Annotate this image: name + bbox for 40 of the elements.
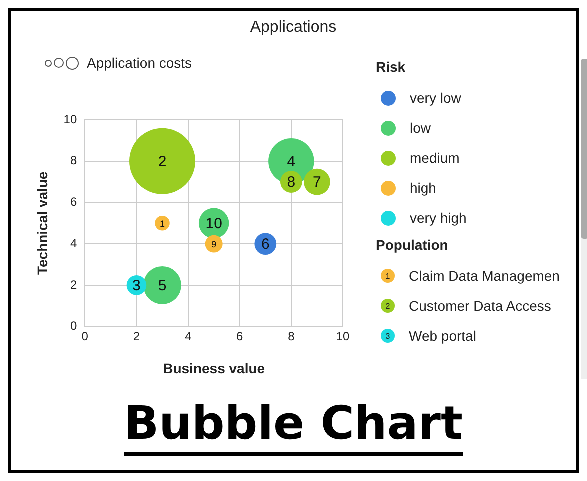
x-axis-title: Business value: [163, 360, 266, 376]
annotation: 10: [206, 216, 222, 233]
legend-label: very high: [410, 210, 467, 226]
y-tick-label: 0: [70, 319, 78, 334]
text: Population: [376, 237, 450, 253]
y-axis-title: Technical value: [34, 172, 50, 276]
legend-label: high: [410, 180, 436, 196]
text: Bubble Chart: [124, 396, 463, 456]
annotation: 3: [132, 278, 141, 295]
text: Web portal: [409, 328, 476, 344]
numbered-circle-icon: 2: [381, 299, 395, 313]
annotation: 8: [287, 174, 296, 192]
y-tick-label: 4: [70, 236, 78, 250]
y-tick-label: 8: [70, 154, 78, 168]
x-tick-label: 0: [82, 329, 89, 344]
x-tick-label: 6: [236, 329, 244, 344]
x-tick-label: 8: [288, 329, 296, 344]
x-tick-label: 4: [184, 329, 192, 344]
annotation: 7: [313, 174, 322, 192]
annotation: 5: [158, 278, 167, 295]
x-tick-label: 2: [133, 329, 140, 344]
annotation: 6: [261, 236, 270, 254]
y-tick-label: 2: [70, 278, 78, 292]
annotation: 4: [287, 154, 296, 170]
legend-title: Risk: [376, 59, 407, 75]
text: Customer Data Access: [409, 298, 552, 314]
text: Application costs: [87, 55, 192, 71]
annotation: 9: [212, 240, 217, 250]
x-tick-label: 10: [336, 329, 350, 344]
legend-label: medium: [410, 150, 460, 166]
legend-label: low: [410, 120, 432, 136]
chart-title: Applications: [249, 19, 338, 37]
y-tick-label: 10: [64, 112, 78, 126]
legend-label: very low: [410, 90, 462, 106]
numbered-circle-icon: 1: [381, 269, 395, 283]
text: Claim Data Managemen: [409, 268, 560, 284]
y-tick-label: 6: [70, 195, 78, 210]
annotation: 2: [158, 154, 167, 170]
annotation: 1: [160, 218, 166, 229]
numbered-circle-icon: 3: [381, 329, 395, 343]
